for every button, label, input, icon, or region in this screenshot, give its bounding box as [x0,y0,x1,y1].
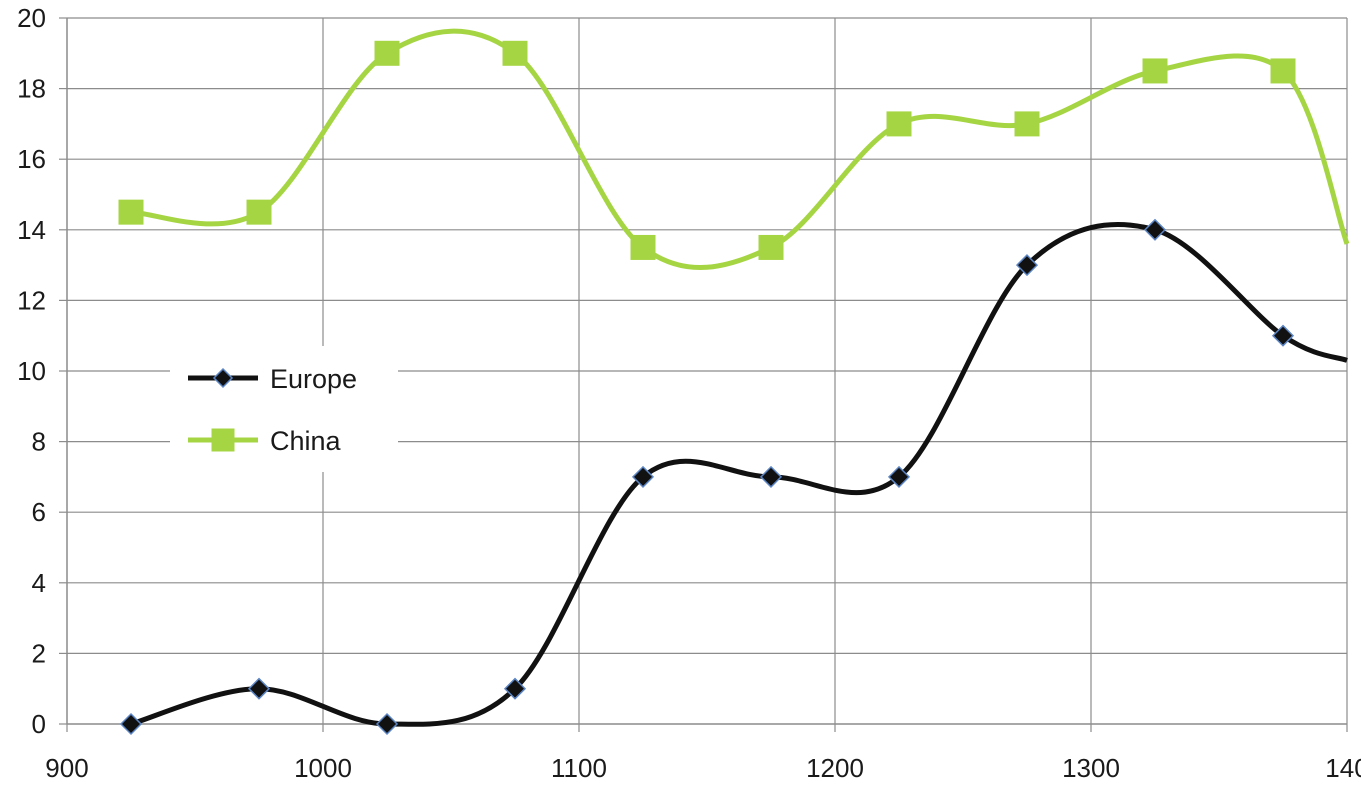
data-point [886,111,912,137]
x-tick-label: 140 [1325,753,1361,783]
data-point [374,40,400,66]
y-tick-label: 2 [32,638,46,668]
y-tick-label: 8 [32,427,46,457]
legend-marker [212,367,234,389]
data-point [1015,254,1039,277]
y-tick-label: 4 [32,568,46,598]
data-point [759,465,783,488]
data-point [630,234,656,260]
series-line-europe [130,221,1348,727]
series-europe [119,218,1348,736]
data-point [375,712,399,736]
y-tick-label: 20 [17,3,46,33]
y-tick-label: 10 [17,356,46,386]
legend-label: China [270,426,342,456]
data-point [1014,111,1040,137]
data-point [119,712,143,736]
data-point [503,677,527,700]
axes [59,17,1348,732]
y-tick-label: 16 [17,144,46,174]
x-tick-label: 1300 [1062,753,1120,783]
legend-item-china: China [188,426,342,456]
legend: Europe China [170,346,398,472]
series-china [118,28,1350,271]
data-point [1142,58,1168,84]
data-point [247,677,271,700]
data-point [118,199,144,225]
legend-label: Europe [270,364,357,394]
y-tick-label: 0 [32,709,46,739]
y-tick-label: 12 [17,285,46,315]
data-point [631,465,655,488]
legend-item-europe: Europe [188,364,357,394]
x-tick-label: 1200 [806,753,864,783]
x-tick-label: 1000 [294,753,352,783]
data-point [887,465,911,488]
x-tick-label: 1100 [551,753,607,783]
data-point [1270,58,1296,84]
y-tick-label: 18 [17,74,46,104]
y-tick-label: 14 [17,215,46,245]
legend-box [170,346,398,472]
series-group [118,28,1350,736]
data-point [1271,324,1295,347]
y-tick-labels: 0 2 4 6 8 10 12 14 16 18 20 [17,3,46,739]
legend-marker [211,428,235,452]
data-point [1143,218,1167,241]
series-line-china [130,28,1350,271]
x-tick-label: 900 [45,753,88,783]
data-point [502,40,528,66]
data-point [758,234,784,260]
x-tick-labels: 900 1000 1100 1200 1300 140 [45,753,1361,783]
data-point [246,199,272,225]
y-tick-label: 6 [32,497,46,527]
